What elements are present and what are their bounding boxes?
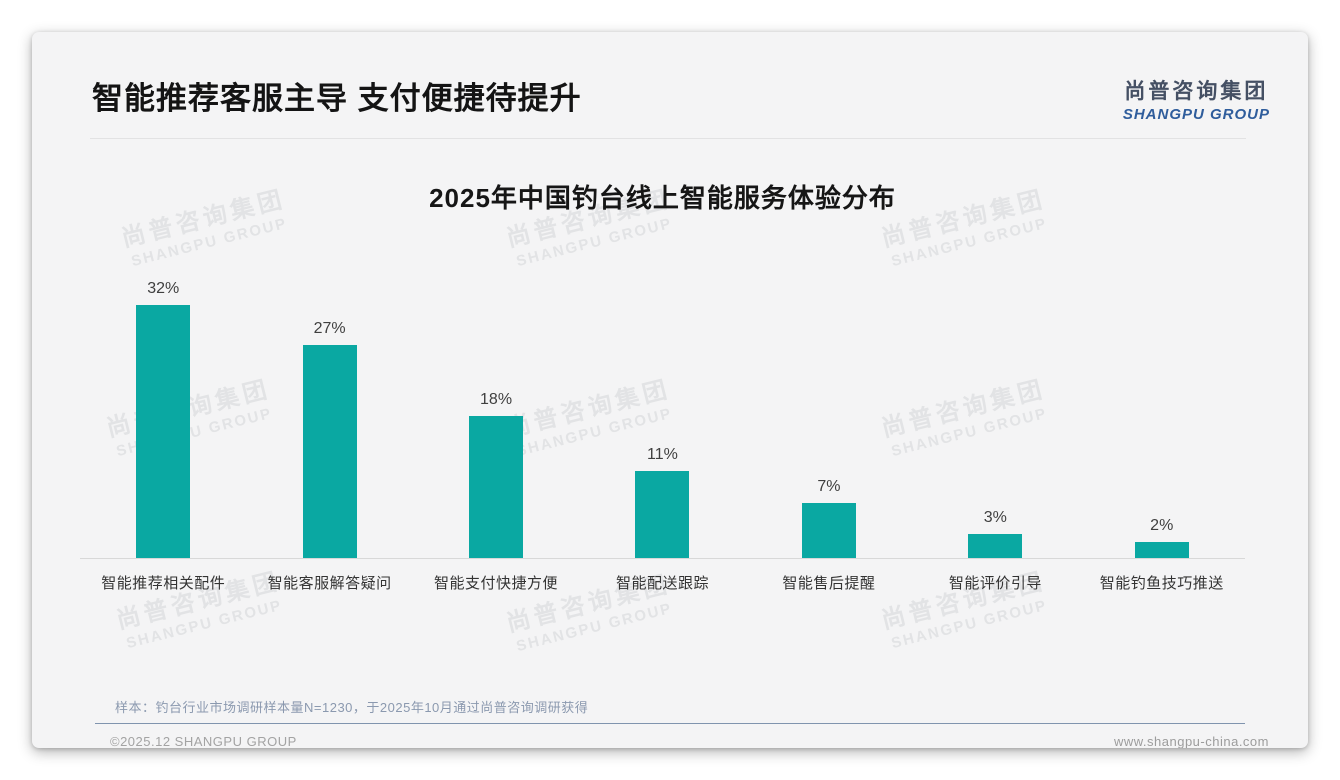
bar-value-label: 2% <box>1150 517 1174 534</box>
bar-value-label: 32% <box>147 280 180 297</box>
company-logo: 尚普咨询集团 SHANGPU GROUP <box>1123 75 1270 123</box>
bar <box>469 416 524 558</box>
title-divider <box>90 138 1246 139</box>
bar-column: 2% <box>1079 517 1245 558</box>
category-axis: 智能推荐相关配件 智能客服解答疑问 智能支付快捷方便 智能配送跟踪 智能售后提醒 智能评价… <box>80 559 1245 593</box>
footer-divider <box>95 723 1245 724</box>
bar-column: 27% <box>246 320 412 558</box>
plot-area: 32% 27% 18% 11% 7% 3% 2% <box>80 218 1245 559</box>
bar-column: 3% <box>912 509 1078 558</box>
category-label: 智能客服解答疑问 <box>267 575 392 592</box>
slide-content: 智能推荐客服主导 支付便捷待提升 尚普咨询集团 SHANGPU GROUP 20… <box>32 32 1308 748</box>
bar-value-label: 11% <box>647 446 678 463</box>
category-label: 智能评价引导 <box>948 575 1042 592</box>
bar-value-label: 3% <box>983 509 1007 526</box>
slide-card: 尚普咨询集团 SHANGPU GROUP 尚普咨询集团 SHANGPU GROUP 尚普… <box>32 32 1308 748</box>
bar <box>968 534 1023 558</box>
website-text: www.shangpu-china.com <box>1113 734 1269 748</box>
chart-title: 2025年中国钓台线上智能服务体验分布 <box>429 183 896 213</box>
header: 智能推荐客服主导 支付便捷待提升 尚普咨询集团 SHANGPU GROUP <box>32 32 1308 123</box>
bar <box>801 503 856 558</box>
category-label: 智能支付快捷方便 <box>434 575 559 592</box>
copyright-text: ©2025.12 SHANGPU GROUP <box>110 734 297 748</box>
bar <box>1134 542 1189 558</box>
sample-note: 样本：钓台行业市场调研样本量N=1230，于2025年10月通过尚普咨询调研获得 <box>115 700 589 715</box>
bar-column: 11% <box>579 446 745 558</box>
logo-chinese-name: 尚普咨询集团 <box>1124 80 1269 103</box>
bar-value-label: 27% <box>313 320 346 337</box>
bar <box>136 305 191 558</box>
bar-column: 32% <box>80 280 246 558</box>
footer-row: ©2025.12 SHANGPU GROUP www.shangpu-china… <box>110 734 1269 748</box>
category-label: 智能售后提醒 <box>782 575 876 592</box>
bar-column: 7% <box>746 478 912 558</box>
category-label: 智能配送跟踪 <box>615 575 709 592</box>
category-label: 智能推荐相关配件 <box>101 575 226 592</box>
bar <box>635 471 690 558</box>
chart-block: 2025年中国钓台线上智能服务体验分布 32% 27% 18% 11% 7% 3% 2% 智… <box>80 181 1245 593</box>
bar-value-label: 18% <box>480 391 513 408</box>
bar-column: 18% <box>413 391 579 558</box>
bar <box>302 345 357 558</box>
bar-value-label: 7% <box>817 478 841 495</box>
page-title: 智能推荐客服主导 支付便捷待提升 <box>92 81 582 116</box>
logo-english-name: SHANGPU GROUP <box>1122 106 1270 123</box>
category-label: 智能钓鱼技巧推送 <box>1099 575 1224 592</box>
